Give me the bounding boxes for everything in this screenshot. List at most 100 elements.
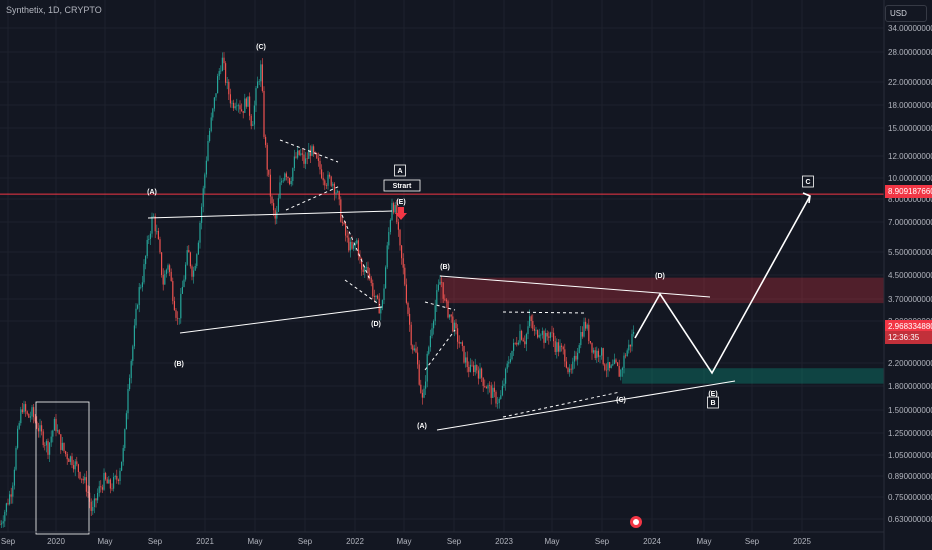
candle (495, 390, 497, 408)
candle (277, 194, 279, 213)
candle (345, 221, 347, 242)
candle (393, 201, 395, 215)
candle (138, 282, 140, 313)
candle (108, 475, 110, 484)
candle (506, 360, 508, 373)
candle (449, 314, 451, 320)
candle (130, 359, 132, 384)
candle (279, 175, 281, 200)
candle (471, 359, 473, 367)
candle (629, 344, 631, 353)
candle (522, 337, 524, 342)
candle (348, 232, 350, 253)
candle (76, 456, 78, 467)
candle (113, 472, 115, 492)
candle (93, 494, 95, 514)
candle (572, 357, 574, 374)
candle (565, 357, 567, 369)
candle (20, 406, 22, 426)
price-tick-label: 1.500000000 (888, 406, 932, 415)
candle (455, 318, 457, 335)
candle (237, 103, 239, 113)
candle (617, 362, 619, 367)
price-tick-label: 22.000000000 (888, 78, 932, 87)
candle (141, 275, 143, 292)
time-tick-label: Sep (745, 537, 760, 546)
candle (74, 458, 76, 477)
candle (273, 199, 275, 217)
price-tick-label: 3.700000000 (888, 295, 932, 304)
candle (276, 206, 278, 224)
candle (577, 348, 579, 366)
candle (229, 88, 231, 108)
candle (210, 112, 212, 133)
candle (13, 466, 15, 490)
candle (137, 303, 139, 310)
candle (527, 320, 529, 340)
candle (524, 335, 526, 349)
candle (343, 221, 345, 226)
candle (453, 320, 455, 337)
candle (388, 227, 390, 250)
candle (209, 127, 211, 143)
candle (306, 152, 308, 165)
candle (425, 375, 427, 396)
candle (354, 241, 356, 251)
candle (69, 455, 71, 465)
wave-label: (E) (396, 199, 405, 206)
candle (58, 429, 60, 435)
candle (319, 157, 321, 175)
candle (391, 198, 393, 221)
candle (289, 177, 291, 186)
candle (452, 311, 454, 333)
currency-selector[interactable]: USD (885, 5, 927, 22)
candle (418, 360, 420, 386)
candle (434, 299, 436, 326)
candle (530, 314, 532, 329)
candle (490, 382, 492, 405)
candle (365, 262, 367, 271)
candle (559, 339, 561, 353)
candle (604, 362, 606, 372)
candle (381, 299, 383, 311)
candle (231, 100, 233, 108)
candle (567, 366, 569, 375)
candle (564, 343, 566, 367)
candle (332, 181, 334, 191)
candle (538, 328, 540, 339)
candle (95, 497, 97, 508)
candle (364, 265, 366, 279)
candle (100, 480, 102, 493)
candle (79, 471, 81, 481)
candle (404, 264, 406, 287)
candle (461, 340, 463, 352)
candle (217, 73, 219, 94)
candle (477, 366, 479, 385)
wave-label: B (710, 400, 715, 407)
candle (335, 189, 337, 199)
candle (543, 329, 545, 349)
candle (117, 478, 119, 485)
candle (114, 474, 116, 480)
candle (485, 385, 487, 389)
candle (42, 429, 44, 448)
price-tick-label: 1.250000000 (888, 429, 932, 438)
projection-path (634, 195, 811, 375)
candle (492, 384, 494, 399)
candle (181, 280, 183, 295)
candle (309, 145, 311, 164)
candle (207, 134, 209, 162)
candle (370, 275, 372, 287)
candle (92, 500, 94, 515)
candle (426, 351, 428, 388)
time-tick-label: 2021 (196, 537, 214, 546)
candle (194, 263, 196, 272)
candle (228, 79, 230, 101)
candle (591, 342, 593, 360)
candle (205, 156, 207, 178)
candle (71, 452, 73, 469)
candle (346, 230, 348, 243)
candle (469, 358, 471, 373)
candle (313, 144, 315, 157)
